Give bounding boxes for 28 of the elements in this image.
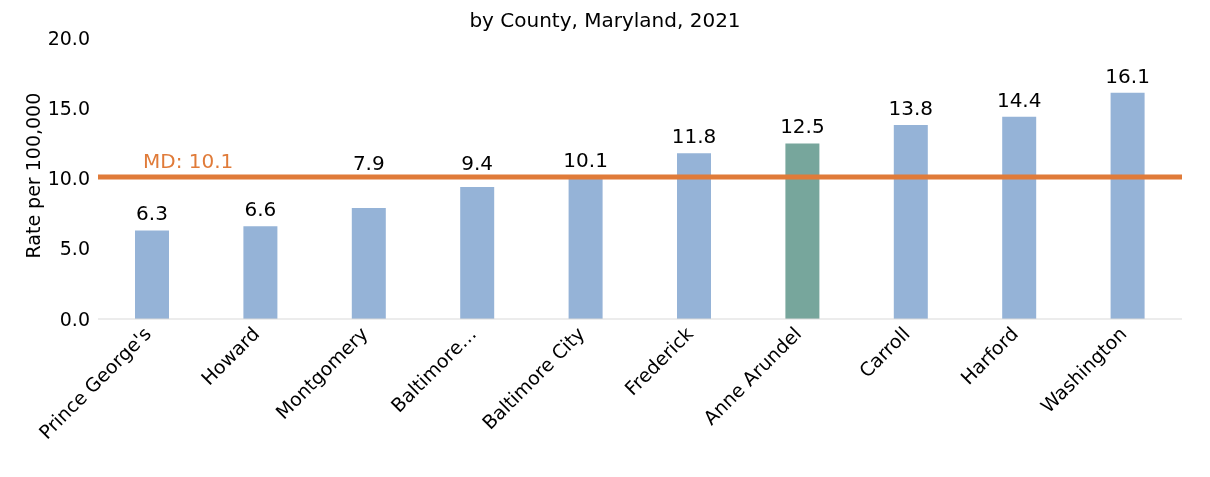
data-label: 12.5 [780, 114, 825, 139]
data-label: 11.8 [671, 124, 717, 149]
y-tick-label: 5.0 [59, 237, 90, 260]
data-label: 14.4 [996, 87, 1042, 112]
y-tick-label: 15.0 [47, 97, 90, 119]
ref-line-label: MD: 10.1 [143, 149, 234, 174]
bar [1110, 92, 1145, 319]
data-label: 7.9 [352, 151, 385, 176]
bar [243, 226, 278, 319]
bar [785, 143, 820, 319]
y-tick-label: 20.0 [47, 26, 90, 49]
bar [893, 125, 928, 319]
data-label: 6.3 [136, 201, 168, 226]
bar [351, 208, 386, 319]
data-label: 16.1 [1105, 63, 1150, 88]
bar [135, 230, 169, 319]
data-label: 6.6 [244, 197, 277, 222]
bar [568, 177, 603, 319]
y-tick-label: 0.0 [59, 307, 90, 330]
data-label: 9.4 [461, 151, 494, 176]
chart-title: by County, Maryland, 2021 [469, 8, 741, 32]
data-label: 10.1 [563, 148, 608, 173]
y-tick-label: 10.0 [47, 167, 90, 190]
bar [460, 186, 495, 319]
bar [1002, 116, 1037, 319]
bar [677, 153, 711, 319]
data-label: 13.8 [888, 96, 934, 121]
y-axis-title: Rate per 100,000 [21, 92, 44, 259]
